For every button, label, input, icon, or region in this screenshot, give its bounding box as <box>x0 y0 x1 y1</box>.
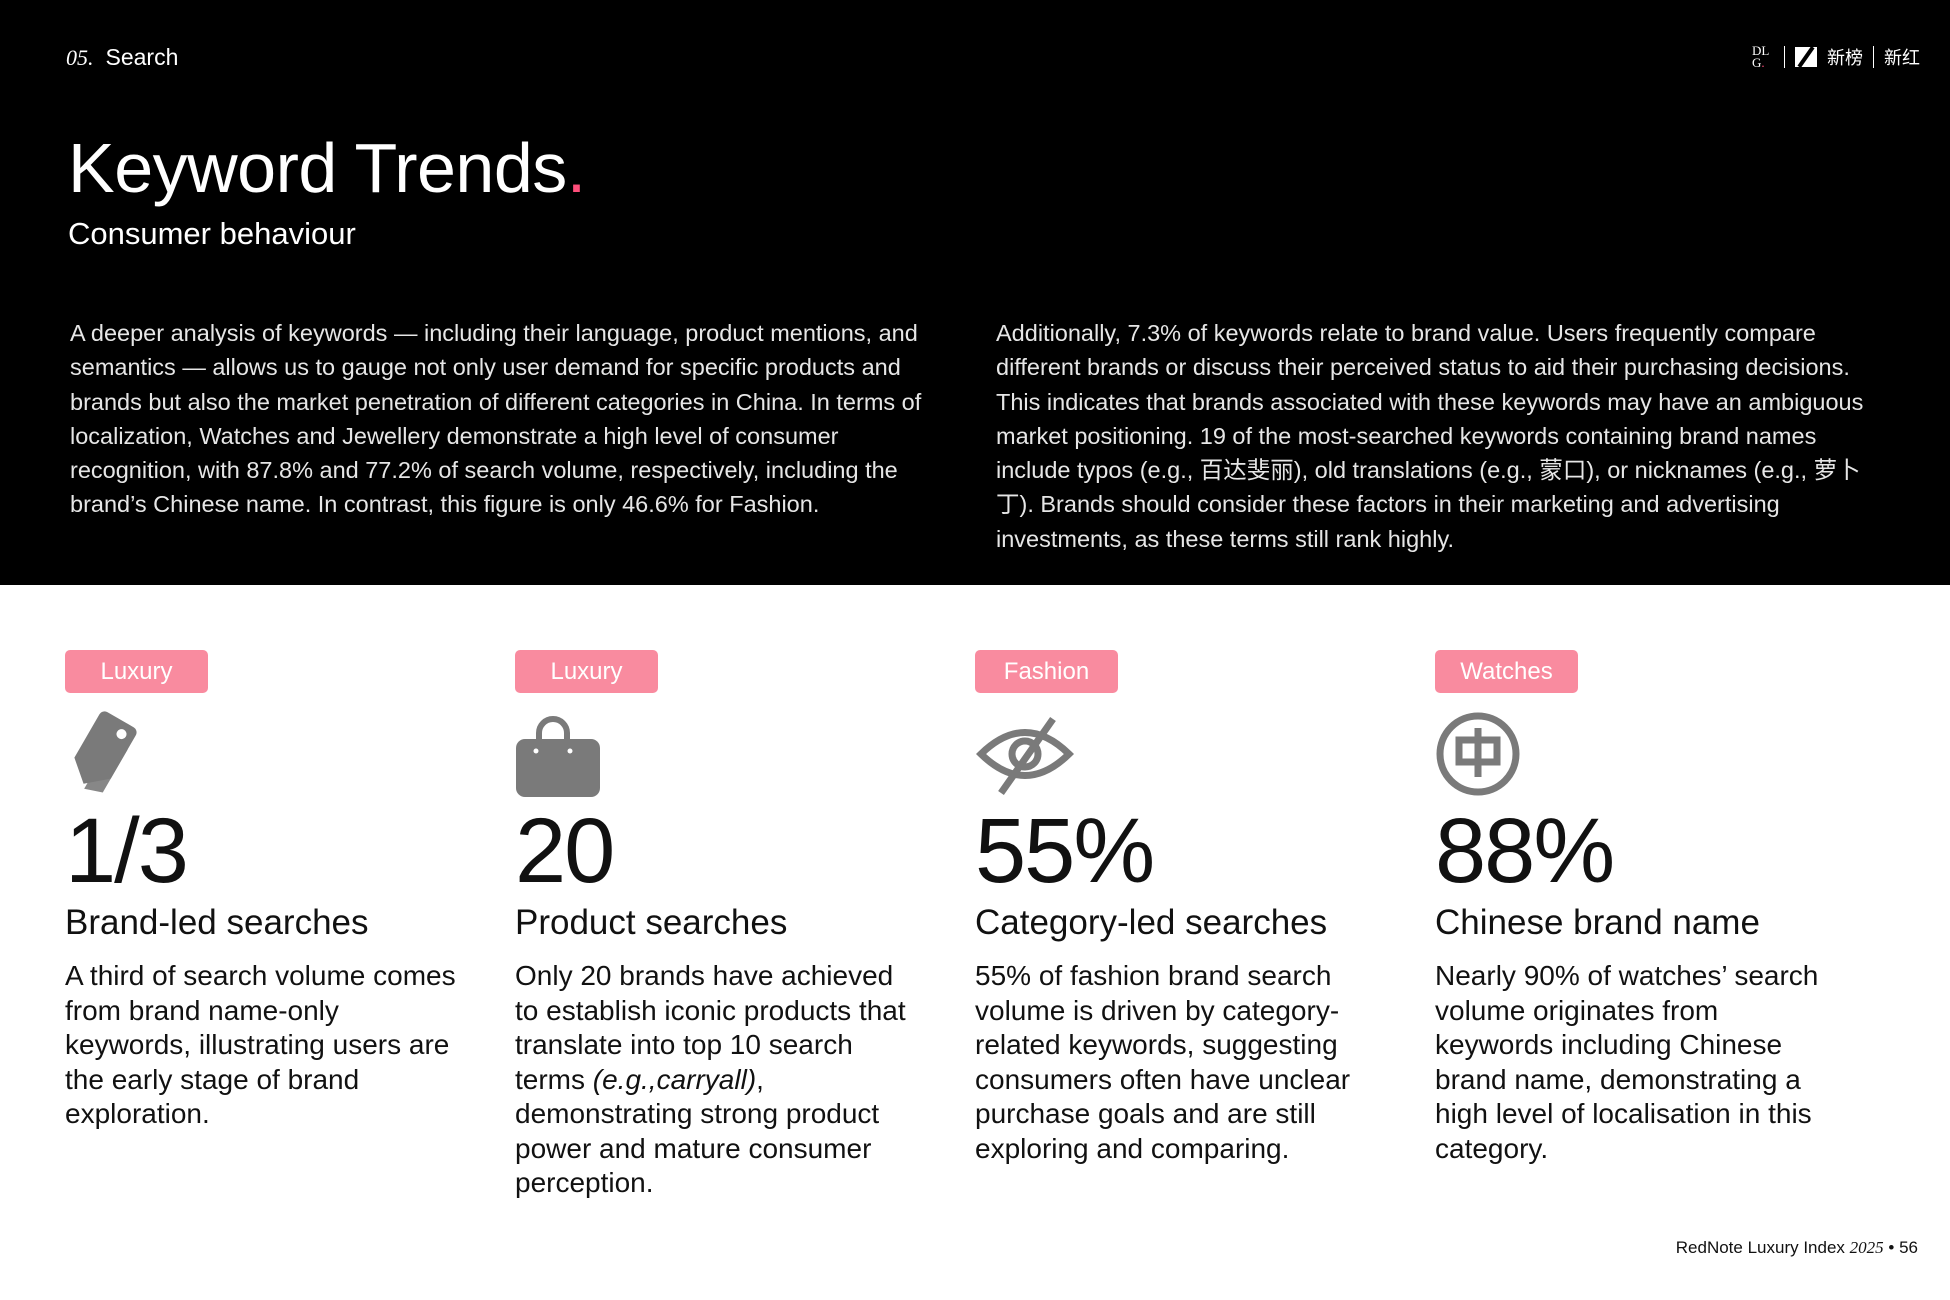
partner-logos: DL G. 新榜 新红 <box>1752 44 1920 70</box>
stat-description: Nearly 90% of watches’ search volume ori… <box>1435 960 1819 1164</box>
xinbang-logo: 新榜 <box>1827 48 1863 68</box>
stat-heading: Chinese brand name <box>1435 903 1760 942</box>
stat-value: 20 <box>515 800 615 902</box>
intro-paragraph-2: Additionally, 7.3% of keywords relate to… <box>996 320 1864 552</box>
header-section: 05. Search DL G. 新榜 新红 Keyword Trends. Co… <box>0 0 1950 585</box>
page-footer: RedNote Luxury Index 2025 • 56 <box>1676 1238 1918 1258</box>
stat-value: 1/3 <box>65 800 189 902</box>
stat-card-brand-led: Luxury 1/3 Brand-led searches A third of… <box>65 650 485 1132</box>
title-dot: . <box>566 129 586 207</box>
footer-year: 2025 <box>1849 1238 1884 1257</box>
page-number: 56 <box>1899 1238 1918 1257</box>
dlg-logo: DL G. <box>1752 43 1770 70</box>
stat-description: 55% of fashion brand search volume is dr… <box>975 960 1351 1164</box>
section-number: 05. <box>66 45 94 70</box>
stat-value: 88% <box>1435 800 1615 902</box>
price-tags-icon <box>65 711 155 797</box>
page-title: Keyword Trends. <box>68 128 586 208</box>
category-tag: Luxury <box>515 650 658 693</box>
stat-card-chinese-name: Watches 88% Chinese brand name Nearly 90… <box>1435 650 1855 1166</box>
desc-example: (e.g.,carryall) <box>592 1063 757 1095</box>
eye-slash-icon <box>975 711 1075 797</box>
shopping-bag-icon <box>515 711 605 797</box>
stat-value: 55% <box>975 800 1155 902</box>
category-tag: Fashion <box>975 650 1118 693</box>
stat-description: Only 20 brands have achieved to establis… <box>515 959 920 1201</box>
stat-card-category-led: Fashion 55% Category-led searches 55% of… <box>975 650 1395 1166</box>
section-label: 05. Search <box>66 44 178 71</box>
section-name: Search <box>105 44 179 70</box>
footer-separator: • <box>1888 1238 1895 1257</box>
stat-heading: Brand-led searches <box>65 903 369 942</box>
xinhong-logo: 新红 <box>1884 48 1920 68</box>
stat-heading: Category-led searches <box>975 903 1328 942</box>
page-subtitle: Consumer behaviour <box>68 216 356 251</box>
stat-heading: Product searches <box>515 903 788 942</box>
stat-description: A third of search volume comes from bran… <box>65 960 456 1129</box>
divider <box>1784 46 1785 68</box>
chinese-character-icon <box>1435 711 1525 797</box>
desc-text: Only 20 brands have achieved to establis… <box>515 960 906 1095</box>
divider <box>1873 46 1874 68</box>
xinbang-mark-icon <box>1795 47 1817 67</box>
category-tag: Luxury <box>65 650 208 693</box>
title-text: Keyword Trends <box>68 129 567 207</box>
footer-label: RedNote Luxury Index <box>1675 1238 1845 1257</box>
stat-card-product: Luxury 20 Product searches Only 20 brand… <box>515 650 935 1201</box>
desc-text: , demonstrating strong product power and… <box>515 1063 880 1199</box>
category-tag: Watches <box>1435 650 1578 693</box>
intro-paragraph-1: A deeper analysis of keywords — includin… <box>70 320 922 518</box>
